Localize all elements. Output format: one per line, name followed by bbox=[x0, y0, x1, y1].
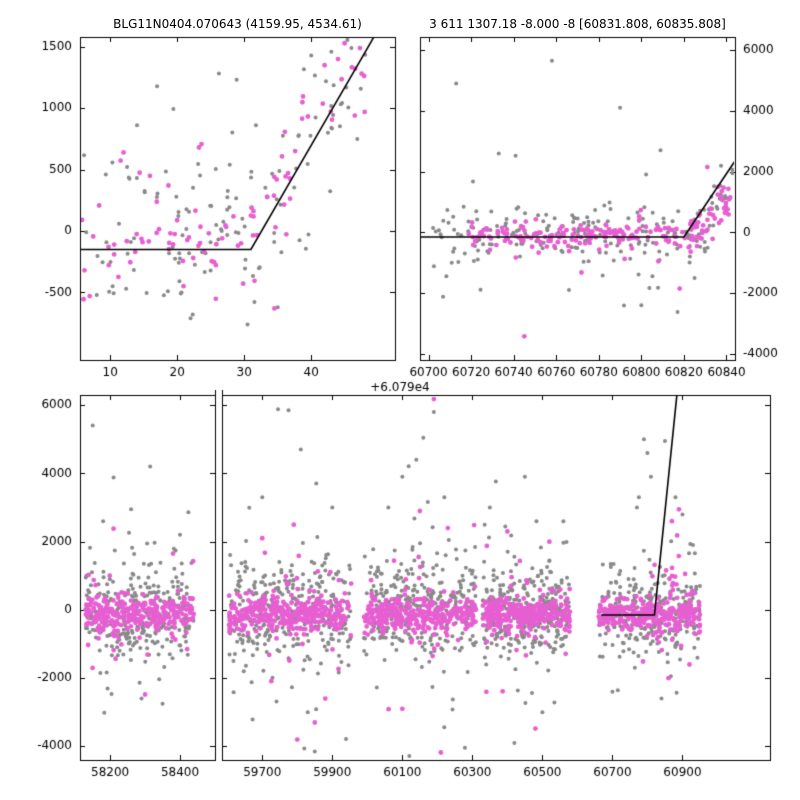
subplot-title-right: 3 611 1307.18 -8.000 -8 [60831.808, 6083… bbox=[429, 17, 726, 31]
subplot-title-left: BLG11N0404.070643 (4159.95, 4534.61) bbox=[113, 17, 362, 31]
